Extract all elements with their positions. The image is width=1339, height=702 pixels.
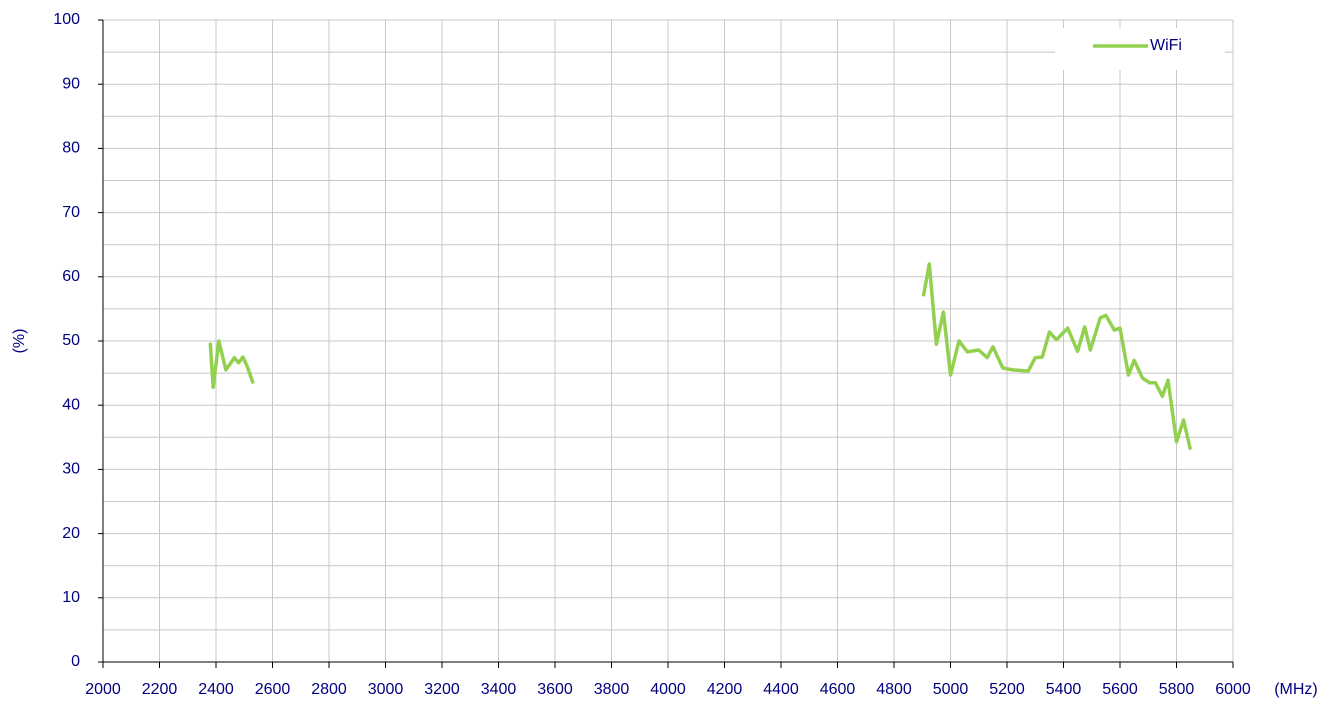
x-tick-label: 2000 — [85, 681, 121, 698]
x-tick-label: 3400 — [481, 681, 517, 698]
x-tick-label: 4600 — [820, 681, 856, 698]
x-tick-label: 4800 — [876, 681, 912, 698]
legend-label: WiFi — [1150, 37, 1182, 54]
y-tick-label: 60 — [62, 268, 80, 285]
y-tick-label: 0 — [71, 653, 80, 670]
y-tick-label: 100 — [53, 11, 80, 28]
y-tick-label: 10 — [62, 589, 80, 606]
x-tick-label: 2200 — [142, 681, 178, 698]
x-tick-label: 5000 — [933, 681, 969, 698]
x-tick-label: 5400 — [1046, 681, 1082, 698]
y-tick-label: 80 — [62, 140, 80, 157]
y-tick-label: 50 — [62, 332, 80, 349]
data-line — [208, 262, 1192, 450]
x-tick-label: 3800 — [594, 681, 630, 698]
y-tick-label: 70 — [62, 204, 80, 221]
y-tick-label: 40 — [62, 396, 80, 413]
y-tick-label: 30 — [62, 461, 80, 478]
x-tick-label: 4400 — [763, 681, 799, 698]
x-tick-label: 3000 — [368, 681, 404, 698]
y-tick-label: 90 — [62, 75, 80, 92]
x-tick-label: 2800 — [311, 681, 347, 698]
y-axis-label: (%) — [11, 329, 28, 354]
x-tick-label: 5200 — [989, 681, 1025, 698]
x-tick-label: 5600 — [1102, 681, 1138, 698]
x-tick-label: 6000 — [1215, 681, 1251, 698]
x-tick-label: 2600 — [255, 681, 291, 698]
x-tick-label: 4000 — [650, 681, 686, 698]
x-tick-label: 3200 — [424, 681, 460, 698]
y-tick-label: 20 — [62, 525, 80, 542]
x-tick-label: 5800 — [1159, 681, 1195, 698]
legend-box — [1055, 28, 1225, 70]
x-axis-label: (MHz) — [1274, 681, 1318, 698]
x-tick-label: 2400 — [198, 681, 234, 698]
x-tick-label: 3600 — [537, 681, 573, 698]
x-tick-label: 4200 — [707, 681, 743, 698]
